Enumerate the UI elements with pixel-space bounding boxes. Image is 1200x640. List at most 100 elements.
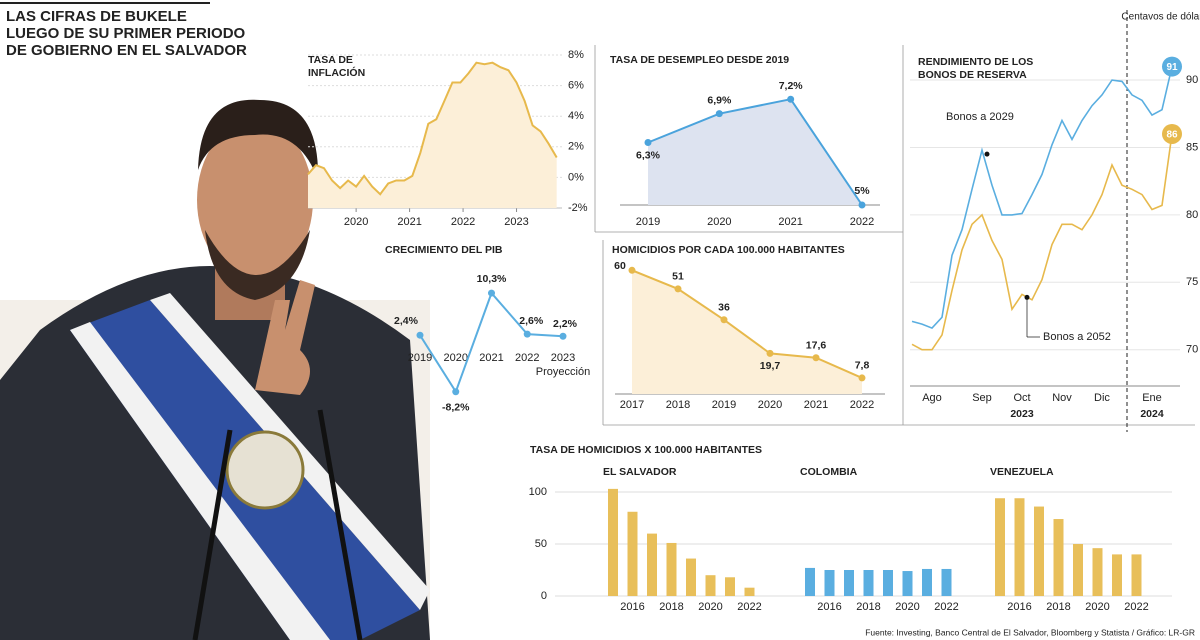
bar: [627, 511, 638, 596]
bar: [995, 498, 1005, 596]
x-tick-label: 2023: [551, 352, 575, 364]
point: [812, 354, 820, 362]
bar: [744, 587, 755, 596]
point: [858, 201, 866, 209]
line: [631, 269, 863, 379]
bar: [883, 570, 893, 596]
x-tick-label: Ene: [1142, 392, 1162, 404]
series-label: Bonos a 2029: [946, 111, 1014, 123]
x-tick-label: 2022: [1124, 601, 1148, 613]
value-label: 6,9%: [707, 94, 732, 106]
x-tick-label: 2016: [1007, 601, 1031, 613]
x-tick-label: 2021: [778, 216, 802, 228]
bar: [1014, 498, 1025, 596]
x-tick-label: 2020: [1085, 601, 1109, 613]
x-tick-label: Sep: [972, 392, 992, 404]
value-label: 36: [718, 302, 730, 314]
y-tick-label: 70: [1186, 344, 1198, 356]
value-label: 7,8: [855, 360, 870, 372]
panel-title: EL SALVADOR: [603, 466, 677, 478]
series-label: Bonos a 2052: [1043, 331, 1111, 343]
area: [632, 270, 862, 394]
line: [911, 66, 1173, 330]
chart-title: BONOS DE RESERVA: [918, 69, 1027, 81]
value-label: 60: [614, 260, 626, 272]
y-tick-label: 100: [529, 486, 547, 498]
chart-title: TASA DE: [308, 54, 353, 66]
x-tick-label: 2020: [344, 216, 368, 228]
end-badge: [1162, 56, 1182, 77]
x-tick-label: 2020: [444, 352, 468, 364]
bar: [1092, 548, 1103, 596]
x-tick-label: Oct: [1013, 392, 1030, 404]
chart-title: HOMICIDIOS POR CADA 100.000 HABITANTES: [612, 244, 845, 256]
x-tick-label: Ago: [922, 392, 942, 404]
y-tick-label: 90: [1186, 74, 1198, 86]
bar: [1131, 554, 1142, 596]
annotation-dot: [984, 151, 990, 157]
y-tick-label: 75: [1186, 276, 1198, 288]
chart-title: CRECIMIENTO DEL PIB: [385, 244, 503, 256]
bar: [666, 542, 677, 596]
x-tick-label: 2020: [895, 601, 919, 613]
x-tick-label: 2022: [934, 601, 958, 613]
x-tick-label: 2020: [758, 399, 782, 411]
y-tick-label: 4%: [568, 110, 584, 122]
separators: [594, 45, 1195, 426]
value-label: 51: [672, 271, 684, 283]
annotation: Proyección: [536, 366, 590, 378]
bar: [1053, 519, 1064, 596]
value-label: 17,6: [806, 339, 827, 351]
point: [766, 349, 774, 357]
value-label: 19,7: [760, 360, 781, 372]
point: [787, 95, 795, 103]
value-label: 5%: [854, 185, 870, 197]
x-tick-label: 2022: [737, 601, 761, 613]
year-label: 2024: [1140, 408, 1164, 420]
bar: [725, 577, 735, 596]
value-label: 2,4%: [394, 315, 419, 327]
value-label: 2,6%: [519, 315, 544, 327]
x-tick-label: 2018: [666, 399, 690, 411]
point: [416, 331, 424, 339]
y-tick-label: 8%: [568, 49, 584, 61]
point: [488, 289, 495, 297]
x-tick-label: 2021: [804, 399, 828, 411]
line: [307, 61, 558, 196]
x-tick-label: 2017: [620, 399, 644, 411]
photo: [0, 99, 430, 640]
panel-title: COLOMBIA: [800, 466, 858, 478]
header-title: LUEGO DE SU PRIMER PERIODO: [6, 25, 246, 42]
value-label: -8,2%: [442, 402, 470, 414]
line: [647, 98, 863, 206]
bar: [1034, 506, 1044, 596]
x-tick-label: 2020: [698, 601, 722, 613]
x-tick-label: 2018: [856, 601, 880, 613]
point: [559, 332, 567, 340]
bar: [647, 533, 657, 596]
value-label: 6,3%: [636, 149, 661, 161]
bar: [844, 570, 854, 596]
area: [308, 62, 557, 209]
point: [452, 388, 460, 396]
value-label: 7,2%: [779, 80, 804, 92]
bar: [824, 570, 835, 596]
x-tick-label: 2022: [850, 216, 874, 228]
end-label: 86: [1166, 130, 1178, 141]
y-tick-label: 50: [535, 538, 547, 550]
point: [720, 316, 728, 324]
y-tick-label: -2%: [568, 202, 588, 214]
x-tick-label: 2019: [636, 216, 660, 228]
x-tick-label: 2022: [515, 352, 539, 364]
y-tick-label: 80: [1186, 209, 1198, 221]
line: [911, 133, 1173, 351]
bar: [922, 568, 932, 596]
bar: [686, 558, 696, 596]
chart-title: TASA DE DESEMPLEO DESDE 2019: [610, 54, 789, 66]
chart-title: TASA DE HOMICIDIOS X 100.000 HABITANTES: [530, 444, 762, 456]
bar: [1112, 554, 1122, 596]
x-tick-label: Dic: [1094, 392, 1110, 404]
y-tick-label: 0: [541, 590, 547, 602]
header-title: LAS CIFRAS DE BUKELE: [6, 8, 187, 25]
